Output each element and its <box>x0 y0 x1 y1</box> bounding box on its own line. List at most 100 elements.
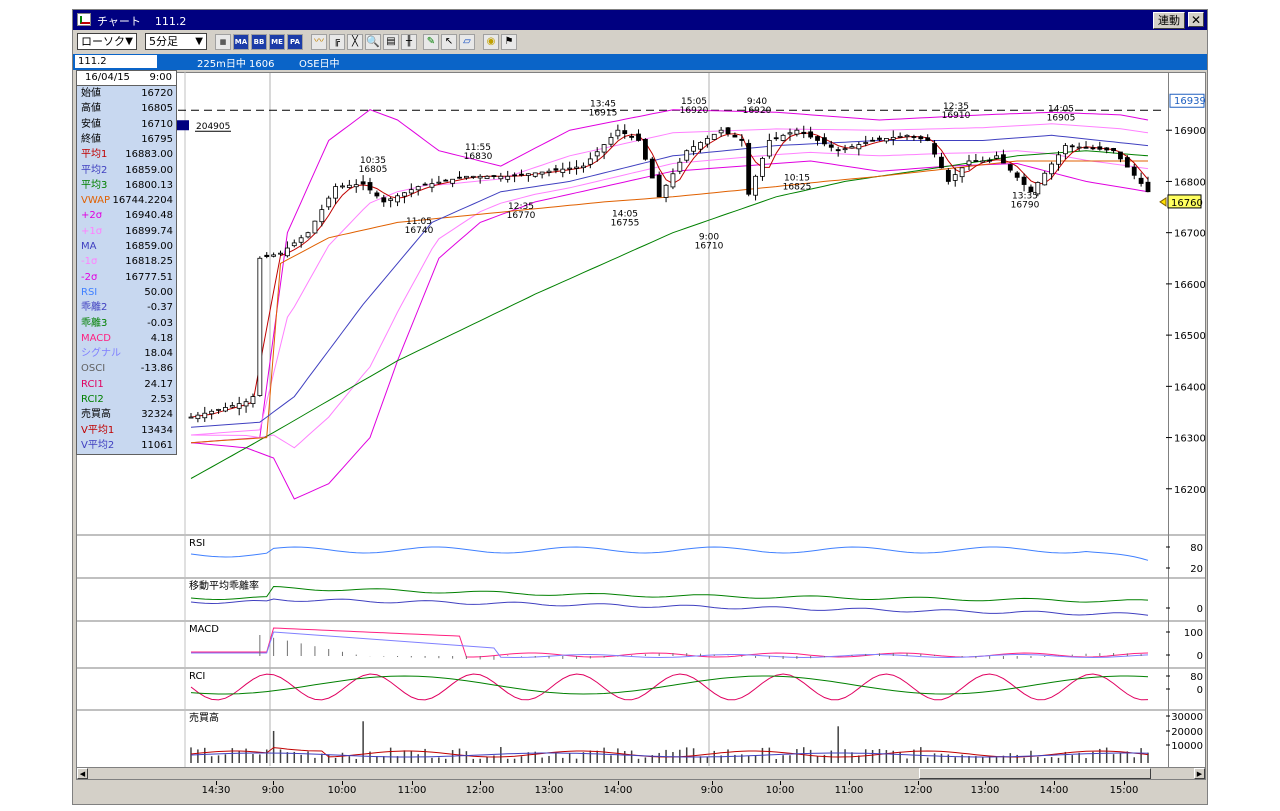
data-window-row: 安値 16710 <box>77 117 176 132</box>
horizontal-scrollbar[interactable]: ◀ ▶ <box>76 767 1206 780</box>
volume-avg1-line <box>190 747 1149 758</box>
price-tick-label: 16200 <box>1174 485 1206 496</box>
candle-body <box>870 139 876 142</box>
scroll-right-icon[interactable]: ▶ <box>1194 768 1205 779</box>
ma-icon[interactable]: MA <box>233 34 249 50</box>
data-row-label: RSI <box>81 286 98 298</box>
annotation-time: 12:35 <box>943 102 969 112</box>
flag-icon[interactable]: ⚑ <box>501 34 517 50</box>
trend-icon[interactable]: ╳ <box>347 34 363 50</box>
data-row-value: 2.53 <box>150 394 173 405</box>
data-window-row: MACD 4.18 <box>77 331 176 346</box>
scroll-thumb[interactable] <box>919 768 1151 779</box>
candle-body <box>346 184 352 188</box>
link-button[interactable]: 連動 <box>1153 12 1185 29</box>
chart-type-select[interactable]: ローソク ▼ <box>77 33 137 50</box>
candle-body <box>443 179 449 182</box>
candle-body <box>1111 147 1116 152</box>
session-label: OSE日中 <box>299 59 340 70</box>
candle-body <box>264 254 270 257</box>
reference-price-label: 16939 <box>1174 96 1206 107</box>
data-row-value: 16859.00 <box>125 241 173 252</box>
time-axis-tick <box>412 781 413 785</box>
data-row-value: -0.37 <box>147 302 173 314</box>
data-window-row: MA 16859.00 <box>77 239 176 254</box>
candle-body <box>959 167 965 178</box>
zoom-icon[interactable]: 🔍 <box>365 34 381 50</box>
candle-body <box>367 182 373 191</box>
macd-tick-label: 0 <box>1197 651 1203 662</box>
chart-window: チャート 111.2 連動 ✕ ローソク ▼ 5分足 ▼ ▦ MA BB ME PA… <box>72 9 1208 805</box>
code-field[interactable]: 111.2 <box>75 55 157 68</box>
candle-body <box>608 136 614 145</box>
interval-value: 5分足 <box>149 35 178 48</box>
toolbar: ローソク ▼ 5分足 ▼ ▦ MA BB ME PA 〰 ╔ ╳ 🔍 ▤ ╫ ✎ ↖… <box>73 31 1207 53</box>
annotation-time: 12:35 <box>508 202 534 212</box>
data-window-date: 16/04/15 <box>85 72 130 83</box>
eraser-icon[interactable]: ▱ <box>459 34 475 50</box>
candle-body <box>395 195 400 203</box>
annotation-time: 9:40 <box>747 97 767 107</box>
data-window-row: 平均3 16800.13 <box>77 178 176 193</box>
pa-icon[interactable]: PA <box>287 34 303 50</box>
annotation-time: 11:05 <box>406 217 432 227</box>
candle-body <box>216 408 221 411</box>
me-icon[interactable]: ME <box>269 34 285 50</box>
candle-body <box>498 175 504 180</box>
interval-select[interactable]: 5分足 ▼ <box>145 33 207 50</box>
data-window[interactable]: 16/04/15 9:00 始値 16720 高値 16805 安値 16710 終値 167… <box>76 70 177 455</box>
bar-icon[interactable]: ╫ <box>401 34 417 50</box>
scroll-left-icon[interactable]: ◀ <box>77 768 88 779</box>
target-icon[interactable]: ◉ <box>483 34 499 50</box>
candle-body <box>711 133 717 140</box>
candle-body <box>904 134 910 137</box>
rsi-line <box>190 546 1149 561</box>
data-row-value: 16777.51 <box>125 271 173 283</box>
time-axis-tick <box>1054 781 1055 785</box>
chart-settings-icon[interactable]: ▦ <box>215 34 231 50</box>
time-axis-tick <box>216 781 217 785</box>
time-axis-tick <box>273 781 274 785</box>
data-window-row: 平均1 16883.00 <box>77 147 176 162</box>
candle-body <box>1131 166 1137 176</box>
window-title-code: 111.2 <box>154 15 187 28</box>
time-axis-tick <box>849 781 850 785</box>
bb-icon[interactable]: BB <box>251 34 267 50</box>
candle-body <box>415 186 421 191</box>
data-window-row: 乖離3 -0.03 <box>77 316 176 331</box>
candle-body <box>519 173 524 176</box>
candle-body <box>622 130 628 135</box>
data-row-value: 16805 <box>141 103 173 115</box>
candle-body <box>284 247 290 257</box>
candle-body <box>1069 145 1075 148</box>
candle-body <box>801 131 807 135</box>
line-icon[interactable]: 〰 <box>311 34 327 50</box>
annotation-time: 14:05 <box>612 209 638 219</box>
cursor-icon[interactable]: ↖ <box>441 34 457 50</box>
annotation-price: 16710 <box>695 242 724 252</box>
time-axis-tick <box>480 781 481 785</box>
data-row-label: 乖離2 <box>81 302 108 314</box>
data-row-label: RCI1 <box>81 378 104 390</box>
candle-body <box>1076 146 1082 149</box>
calc-icon[interactable]: ▤ <box>383 34 399 50</box>
data-row-label: MA <box>81 241 97 252</box>
data-row-label: 始値 <box>81 88 101 99</box>
time-axis: 14:30 9:00 10:00 11:00 12:00 13:00 14:00 9:00 10… <box>76 781 1206 803</box>
candle-body <box>629 135 635 138</box>
candle-body <box>987 159 993 162</box>
candle-body <box>525 173 531 176</box>
close-icon[interactable]: ✕ <box>1188 12 1204 27</box>
data-row-value: -13.86 <box>140 363 173 375</box>
candle-body <box>649 158 655 179</box>
candle-body <box>574 166 579 169</box>
annotation-price: 16905 <box>1047 114 1076 124</box>
candle-body <box>663 184 669 198</box>
candle-body <box>952 174 958 181</box>
price-tick-label: 16300 <box>1174 434 1206 445</box>
candle-body <box>945 169 951 182</box>
fibo-icon[interactable]: ╔ <box>329 34 345 50</box>
candle-body <box>257 257 263 396</box>
data-window-row: V平均1 13434 <box>77 423 176 438</box>
pen-icon[interactable]: ✎ <box>423 34 439 50</box>
